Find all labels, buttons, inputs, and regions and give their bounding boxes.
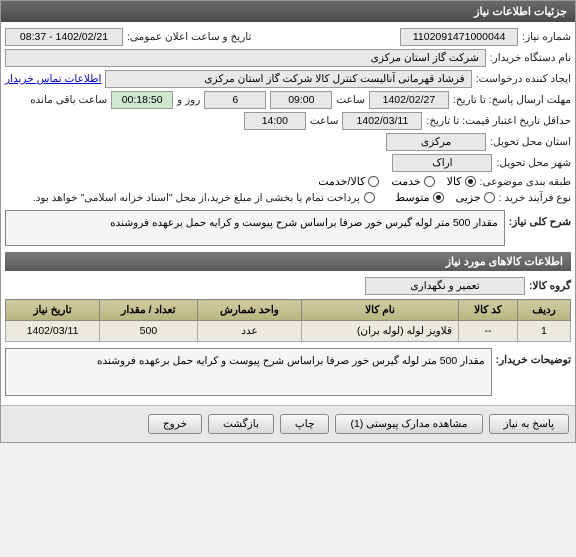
city-label: شهر محل تحویل:: [496, 157, 571, 169]
day-and-label: روز و: [177, 94, 200, 106]
treasury-note: پرداخت تمام یا بخشی از مبلغ خرید،از محل …: [33, 192, 360, 204]
days-left: 6: [204, 91, 266, 109]
details-panel: جزئیات اطلاعات نیاز شماره نیاز: 11020914…: [0, 0, 576, 443]
buyer-org-label: نام دستگاه خریدار:: [490, 52, 571, 64]
buyer-org-value: شرکت گاز استان مرکزی: [5, 49, 486, 67]
buyer-notes-label: توضیحات خریدار:: [496, 348, 571, 366]
th-unit: واحد شمارش: [197, 300, 301, 321]
price-time: 14:00: [244, 112, 306, 130]
th-name: نام کالا: [302, 300, 459, 321]
public-announce-label: تاریخ و ساعت اعلان عمومی:: [127, 31, 251, 43]
radio-medium[interactable]: متوسط: [395, 191, 444, 204]
th-row: ردیف: [517, 300, 570, 321]
print-button[interactable]: چاپ: [280, 414, 330, 434]
radio-service-label: خدمت: [391, 175, 420, 188]
hour-label-1: ساعت: [336, 94, 365, 106]
deadline-time: 09:00: [270, 91, 332, 109]
deadline-label: مهلت ارسال پاسخ: تا تاریخ:: [453, 94, 571, 106]
price-valid-label: حداقل تاریخ اعتبار قیمت: تا تاریخ:: [426, 115, 571, 127]
province-label: استان محل تحویل:: [490, 136, 571, 148]
public-announce-value: 1402/02/21 - 08:37: [5, 28, 123, 46]
category-label: طبقه بندی موضوعی:: [480, 176, 571, 188]
radio-both[interactable]: کالا/خدمت: [318, 175, 379, 188]
countdown: 00:18:50: [111, 91, 173, 109]
remaining-label: ساعت باقی مانده: [30, 94, 107, 106]
radio-small[interactable]: جزیی: [456, 191, 495, 204]
category-radio-group: کالا خدمت کالا/خدمت: [318, 175, 475, 188]
respond-button[interactable]: پاسخ به نیاز: [489, 414, 569, 434]
hour-label-2: ساعت: [310, 115, 339, 127]
radio-goods[interactable]: کالا: [447, 175, 476, 188]
city-value: اراک: [392, 154, 492, 172]
goods-group-label: گروه کالا:: [529, 280, 571, 292]
th-qty: تعداد / مقدار: [100, 300, 198, 321]
province-value: مرکزی: [386, 133, 486, 151]
cell-row: 1: [517, 321, 570, 342]
radio-small-label: جزیی: [456, 191, 481, 204]
buy-type-label: نوع فرآیند خرید :: [499, 192, 571, 204]
radio-service[interactable]: خدمت: [391, 175, 434, 188]
requester-label: ایجاد کننده درخواست:: [476, 73, 571, 85]
cell-code: --: [458, 321, 517, 342]
panel-title: جزئیات اطلاعات نیاز: [1, 1, 575, 22]
buyer-notes-box: مقدار 500 متر لوله گیرس خور صرفا براساس …: [5, 348, 492, 396]
attachments-button[interactable]: مشاهده مدارک پیوستی (1): [335, 414, 482, 434]
contact-link[interactable]: اطلاعات تماس خریدار: [5, 73, 101, 85]
treasury-checkbox[interactable]: [364, 192, 375, 203]
price-date: 1402/03/11: [342, 112, 422, 130]
need-summary-box: مقدار 500 متر لوله گیرس خور صرفا براساس …: [5, 210, 505, 246]
table-row[interactable]: 1 -- قلاویز لوله (لوله بران) عدد 500 140…: [6, 321, 571, 342]
buy-type-radio-group: جزیی متوسط: [395, 191, 495, 204]
cell-name: قلاویز لوله (لوله بران): [302, 321, 459, 342]
button-bar: پاسخ به نیاز مشاهده مدارک پیوستی (1) چاپ…: [1, 405, 575, 442]
need-no-label: شماره نیاز:: [522, 31, 571, 43]
radio-goods-label: کالا: [447, 175, 462, 188]
radio-medium-label: متوسط: [395, 191, 430, 204]
radio-both-label: کالا/خدمت: [318, 175, 365, 188]
goods-group-value: تعمیر و نگهداری: [365, 277, 525, 295]
goods-section-header: اطلاعات کالاهای مورد نیاز: [5, 252, 571, 271]
cell-date: 1402/03/11: [6, 321, 100, 342]
th-code: کد کالا: [458, 300, 517, 321]
th-date: تاریخ نیاز: [6, 300, 100, 321]
cell-qty: 500: [100, 321, 198, 342]
requester-value: فرشاد قهرمانی آنالیست کنترل کالا شرکت گا…: [105, 70, 471, 88]
need-no-value: 1102091471000044: [400, 28, 518, 46]
exit-button[interactable]: خروج: [148, 414, 202, 434]
deadline-date: 1402/02/27: [369, 91, 449, 109]
form-body: شماره نیاز: 1102091471000044 تاریخ و ساع…: [1, 22, 575, 405]
cell-unit: عدد: [197, 321, 301, 342]
need-summary-label: شرح کلی نیاز:: [509, 210, 571, 228]
goods-table: ردیف کد کالا نام کالا واحد شمارش تعداد /…: [5, 299, 571, 342]
back-button[interactable]: بازگشت: [208, 414, 274, 434]
